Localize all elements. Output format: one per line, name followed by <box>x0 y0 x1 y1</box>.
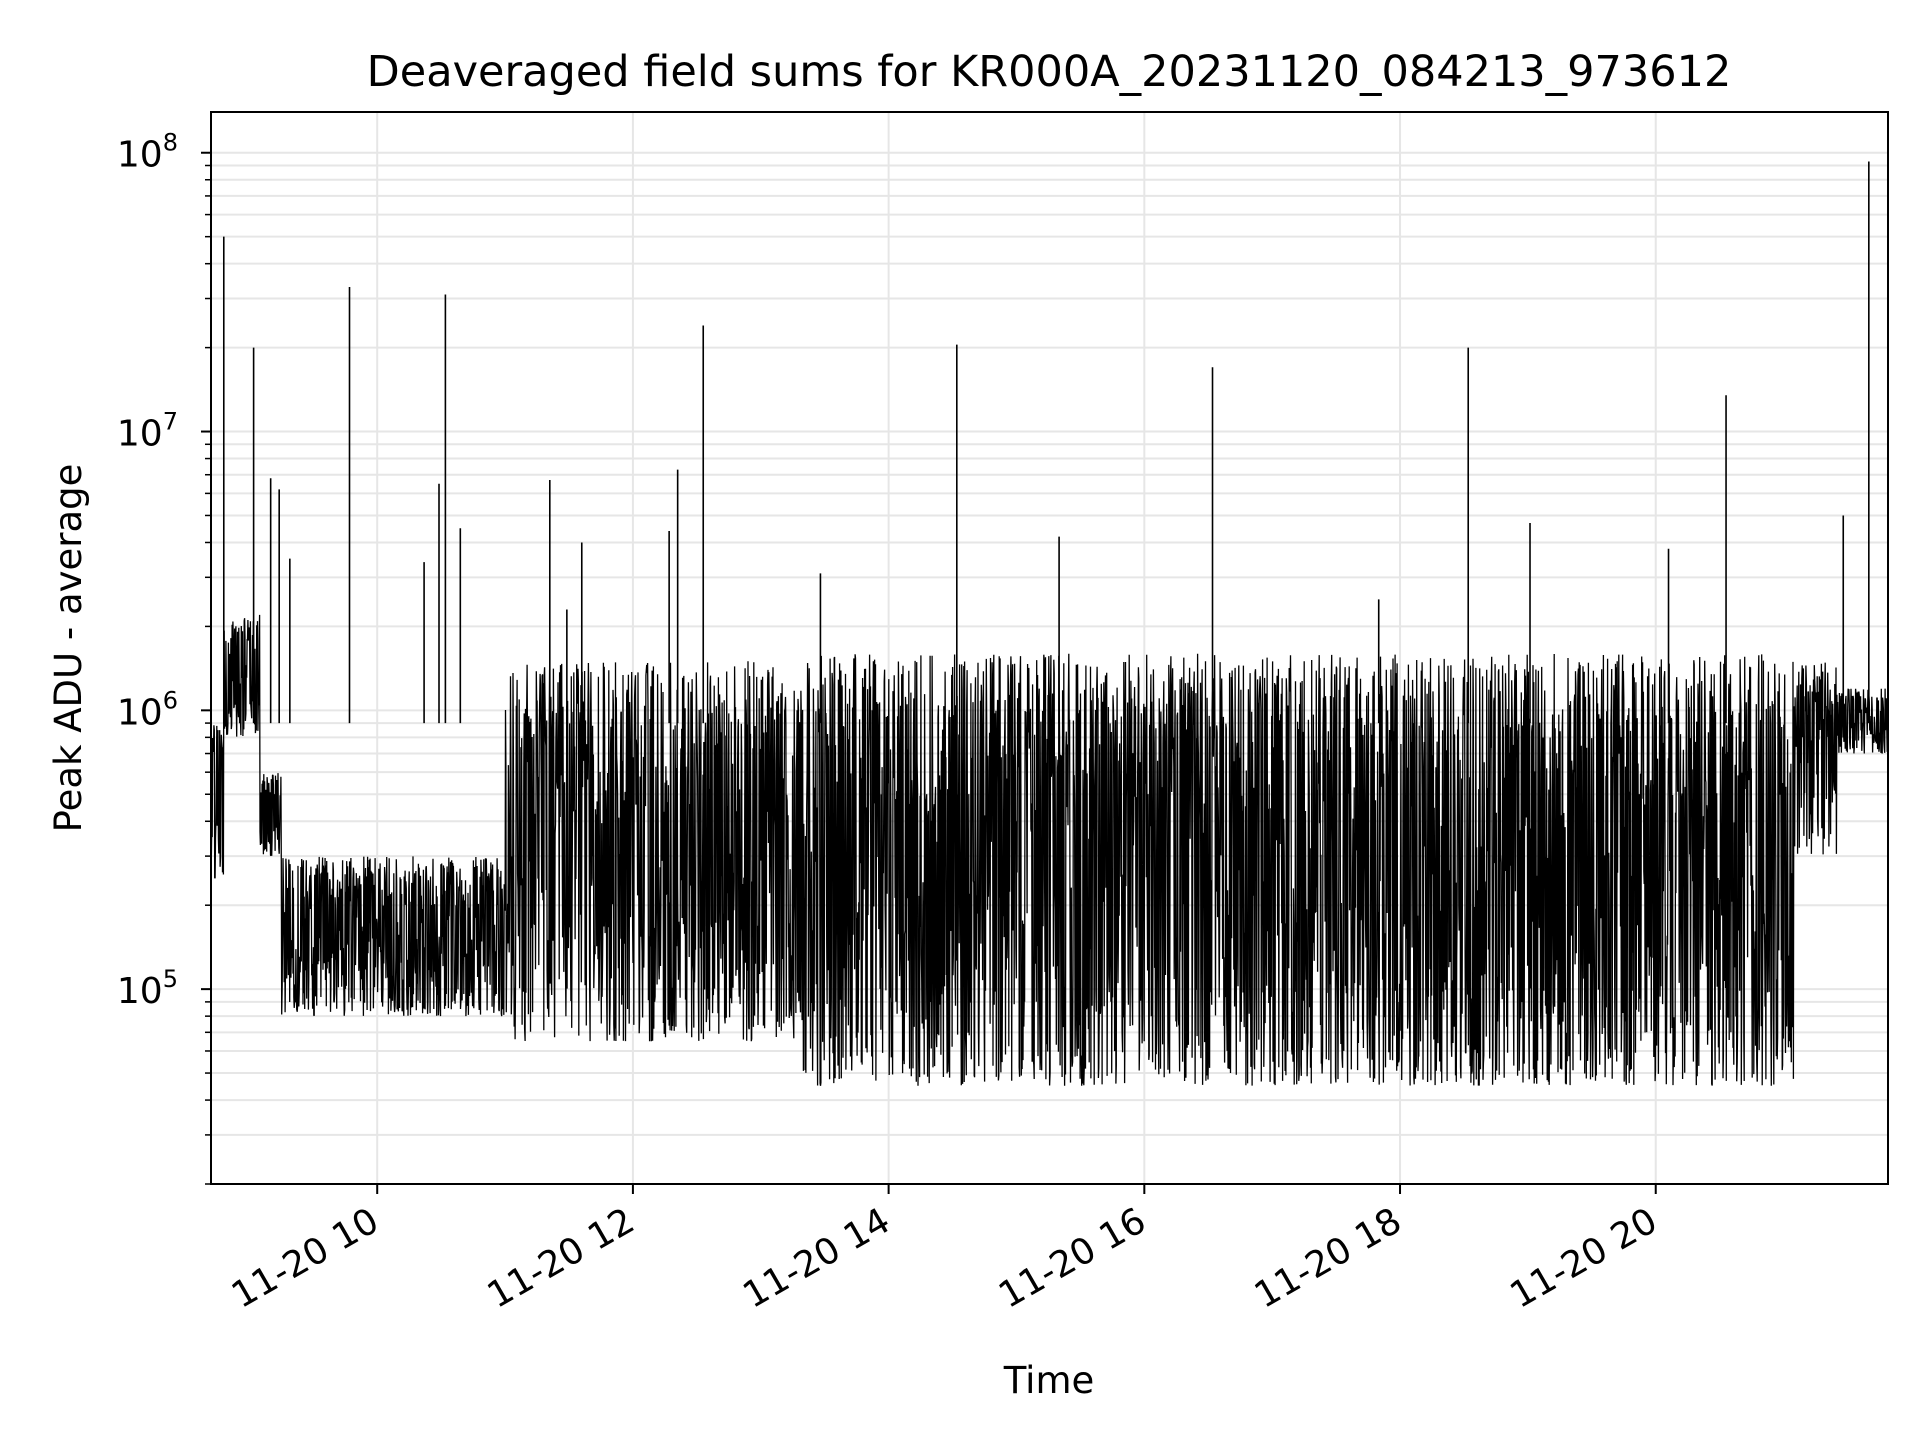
series-line-group <box>210 161 1889 1086</box>
plot-frame <box>210 111 1889 1185</box>
x-tick-label: 11-20 14 <box>736 1200 897 1316</box>
y-tick-label: 108 <box>117 129 178 176</box>
y-tick-label: 105 <box>117 965 178 1012</box>
x-tick-label: 11-20 20 <box>1504 1200 1665 1316</box>
y-axis-label: Peak ADU - average <box>47 464 90 833</box>
x-tick-label: 11-20 10 <box>225 1200 386 1316</box>
series-line <box>210 614 1889 1086</box>
x-tick-label: 11-20 16 <box>992 1200 1153 1316</box>
y-tick-label: 107 <box>117 408 178 455</box>
x-axis-label: Time <box>1003 1359 1095 1402</box>
x-tick-label: 11-20 18 <box>1248 1200 1409 1316</box>
x-tick-label: 11-20 12 <box>481 1200 642 1316</box>
x-axis: 11-20 10 11-20 12 11-20 14 11-20 16 11-20 18… <box>225 1184 1664 1317</box>
y-tick-label: 106 <box>117 686 178 733</box>
y-axis: 105 106 107 108 <box>117 129 211 1185</box>
chart-title: Deaveraged field sums for KR000A_2023112… <box>367 47 1732 97</box>
